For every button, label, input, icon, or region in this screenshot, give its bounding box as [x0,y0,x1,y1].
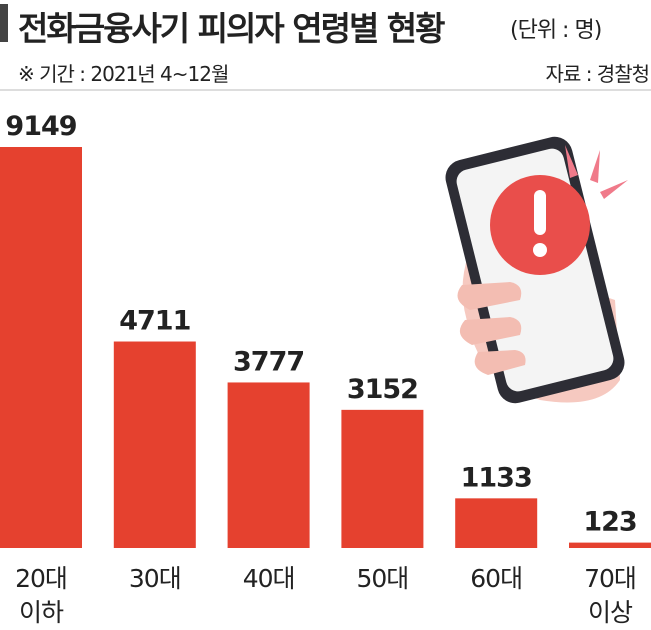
bar [455,498,538,548]
x-tick-label: 50대 [356,564,409,593]
title-bar [0,4,8,42]
bar [569,542,651,548]
unit-label: (단위 : 명) [510,18,602,43]
chart-title: 전화금융사기 피의자 연령별 현황 [18,9,446,48]
value-label: 1133 [461,462,532,493]
value-label: 4711 [119,306,190,337]
value-label: 123 [583,507,636,538]
value-label: 3777 [233,346,304,377]
subtitle: ※ 기간 : 2021년 4~12월 [18,62,229,86]
bar [227,382,310,548]
x-tick-label: 20대 이하 [15,564,68,627]
x-tick-label: 60대 [470,564,523,593]
x-tick-label: 40대 [242,564,296,593]
value-label: 3152 [347,374,418,405]
bar [341,409,424,548]
value-label: 9149 [5,111,76,142]
bar [113,341,196,548]
source: 자료 : 경찰청 [545,62,650,86]
bar [0,147,82,548]
phone-illustration [445,136,628,404]
x-tick-label: 70대 이상 [584,564,637,627]
x-tick-label: 30대 [128,564,182,593]
